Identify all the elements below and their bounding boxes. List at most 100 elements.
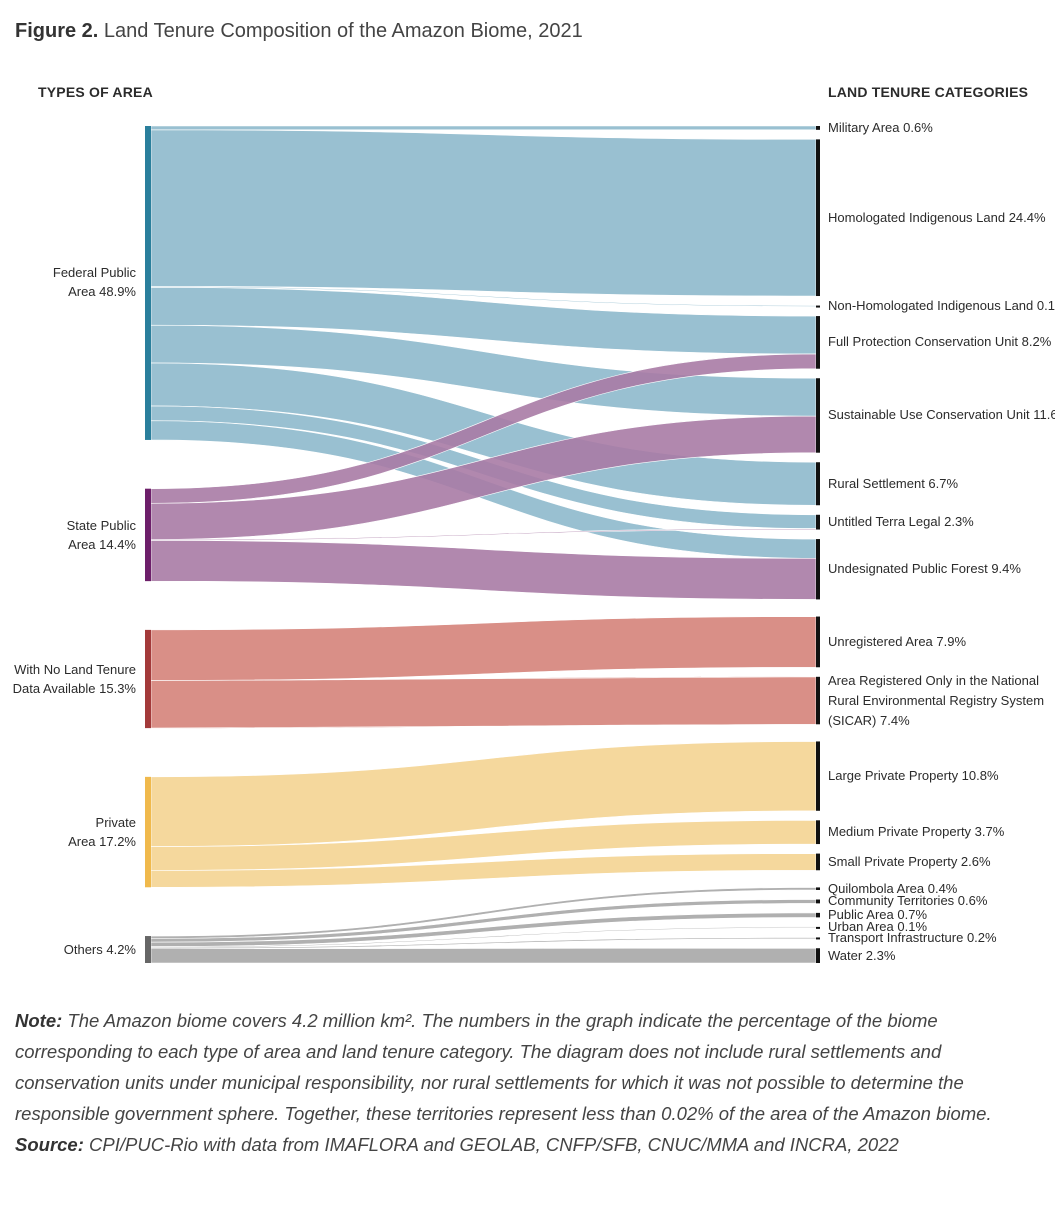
source-label-line: With No Land Tenure xyxy=(14,661,136,677)
target-label-community: Community Territories 0.6% xyxy=(828,891,987,911)
target-label-water: Water 2.3% xyxy=(828,946,895,966)
target-bar-terralegal xyxy=(816,514,820,530)
figure-title-text: Land Tenure Composition of the Amazon Bi… xyxy=(103,20,583,42)
target-label-line: Undesignated Public Forest 9.4% xyxy=(828,561,1021,577)
source-label-line: State Public xyxy=(66,517,136,533)
target-label-transport: Transport Infrastructure 0.2% xyxy=(828,928,997,948)
target-label-line: Non-Homologated Indigenous Land 0.1% xyxy=(828,298,1055,314)
note-paragraph: Note: The Amazon biome covers 4.2 millio… xyxy=(15,1005,1040,1129)
flow-state-to-sustainable xyxy=(150,415,817,540)
sankey-diagram xyxy=(145,125,820,964)
target-label-line: Urban Area 0.1% xyxy=(828,919,928,935)
target-label-terralegal: Untitled Terra Legal 2.3% xyxy=(828,512,974,532)
source-label-others: Others 4.2% xyxy=(64,940,136,959)
target-bar-forest xyxy=(816,539,820,600)
source-bar-nodata xyxy=(145,629,151,729)
target-bar-fullprotection xyxy=(816,316,820,369)
target-label-line: Large Private Property 10.8% xyxy=(828,768,999,784)
flow-nodata-to-unregistered xyxy=(150,616,817,681)
source-text: CPI/PUC-Rio with data from IMAFLORA and … xyxy=(83,1134,899,1155)
target-label-urban: Urban Area 0.1% xyxy=(828,917,927,937)
note-label: Note: xyxy=(15,1010,63,1031)
target-label-line: Small Private Property 2.6% xyxy=(828,853,991,869)
target-label-nonhomologated: Non-Homologated Indigenous Land 0.1% xyxy=(828,296,1055,316)
source-label-state: State Public Area 14.4% xyxy=(67,516,136,554)
flow-others-to-publicarea xyxy=(150,912,817,947)
target-label-military: Military Area 0.6% xyxy=(828,118,933,138)
target-label-forest: Undesignated Public Forest 9.4% xyxy=(828,559,1021,579)
target-label-line: Rural Settlement 6.7% xyxy=(828,475,959,491)
source-label-private: Private Area 17.2% xyxy=(68,813,136,851)
target-label-line: Medium Private Property 3.7% xyxy=(828,824,1005,840)
target-bar-military xyxy=(816,126,820,130)
source-bar-others xyxy=(145,936,151,963)
flow-nodata-to-sicar xyxy=(150,676,817,729)
target-label-line: Full Protection Conservation Unit 8.2% xyxy=(828,334,1052,350)
target-bar-medium xyxy=(816,820,820,845)
target-label-large: Large Private Property 10.8% xyxy=(828,766,999,786)
source-bar-state xyxy=(145,488,151,582)
source-label: Source: xyxy=(15,1134,84,1155)
target-bar-unregistered xyxy=(816,616,820,668)
target-bar-sustainable xyxy=(816,378,820,453)
target-bar-publicarea xyxy=(816,912,820,918)
target-label-line: (SICAR) 7.4% xyxy=(828,712,910,728)
flow-private-to-small xyxy=(150,853,817,888)
flow-federal-to-military xyxy=(150,125,817,131)
source-label-line: Area 17.2% xyxy=(68,834,136,850)
target-label-unregistered: Unregistered Area 7.9% xyxy=(828,632,966,652)
target-bar-water xyxy=(816,948,820,963)
target-label-rural: Rural Settlement 6.7% xyxy=(828,474,958,494)
target-label-line: Sustainable Use Conservation Unit 11.6% xyxy=(828,407,1055,423)
flow-private-to-medium xyxy=(150,820,817,871)
target-label-line: Quilombola Area 0.4% xyxy=(828,880,958,896)
flow-federal-to-homologated xyxy=(150,129,817,297)
target-label-line: Community Territories 0.6% xyxy=(828,893,988,909)
flow-others-to-water xyxy=(150,947,817,964)
source-bar-federal xyxy=(145,126,151,440)
source-label-nodata: With No Land Tenure Data Available 15.3% xyxy=(13,660,136,698)
target-bar-small xyxy=(816,853,820,871)
target-label-publicarea: Public Area 0.7% xyxy=(828,905,927,925)
target-label-fullprotection: Full Protection Conservation Unit 8.2% xyxy=(828,332,1051,352)
target-label-medium: Medium Private Property 3.7% xyxy=(828,822,1004,842)
target-label-line: Area Registered Only in the National xyxy=(828,672,1040,688)
source-label-federal: Federal Public Area 48.9% xyxy=(53,263,136,301)
target-label-line: Military Area 0.6% xyxy=(828,119,933,135)
source-label-line: Area 14.4% xyxy=(68,536,136,552)
figure-title: Figure 2. Land Tenure Composition of the… xyxy=(15,20,583,43)
target-label-line: Homologated Indigenous Land 24.4% xyxy=(828,209,1046,225)
source-label-line: Federal Public xyxy=(52,264,136,280)
target-label-sicar: Area Registered Only in the National Rura… xyxy=(828,671,1044,731)
target-bar-rural xyxy=(816,462,820,506)
target-label-line: Transport Infrastructure 0.2% xyxy=(828,930,997,946)
source-label-line: Others 4.2% xyxy=(63,942,136,958)
source-label-line: Area 48.9% xyxy=(68,283,136,299)
source-label-line: Private xyxy=(95,815,136,831)
target-bar-nonhomologated xyxy=(816,305,820,308)
target-bar-community xyxy=(816,899,820,904)
target-bar-quilombola xyxy=(816,887,820,890)
target-label-sustainable: Sustainable Use Conservation Unit 11.6% xyxy=(828,405,1055,425)
note-text: The Amazon biome covers 4.2 million km².… xyxy=(15,1010,992,1124)
target-label-homologated: Homologated Indigenous Land 24.4% xyxy=(828,208,1046,228)
target-label-line: Public Area 0.7% xyxy=(828,907,928,923)
figure-number: Figure 2. xyxy=(15,20,99,42)
target-label-line: Untitled Terra Legal 2.3% xyxy=(828,514,974,530)
target-bar-sicar xyxy=(816,676,820,725)
target-label-line: Unregistered Area 7.9% xyxy=(828,633,967,649)
target-label-small: Small Private Property 2.6% xyxy=(828,852,991,872)
source-bars xyxy=(145,126,151,963)
header-types-of-area: TYPES OF AREA xyxy=(38,84,153,100)
target-bars xyxy=(816,126,820,963)
target-bar-urban xyxy=(816,926,820,929)
sankey-flows xyxy=(150,125,817,964)
target-label-line: Water 2.3% xyxy=(828,947,896,963)
source-paragraph: Source: CPI/PUC-Rio with data from IMAFL… xyxy=(15,1129,1040,1160)
figure-note: Note: The Amazon biome covers 4.2 millio… xyxy=(15,1005,1040,1160)
target-bar-large xyxy=(816,741,820,811)
target-label-line: Rural Environmental Registry System xyxy=(828,692,1045,708)
header-land-tenure-categories: LAND TENURE CATEGORIES xyxy=(828,84,1029,100)
source-label-line: Data Available 15.3% xyxy=(12,680,136,696)
target-bar-transport xyxy=(816,937,820,940)
